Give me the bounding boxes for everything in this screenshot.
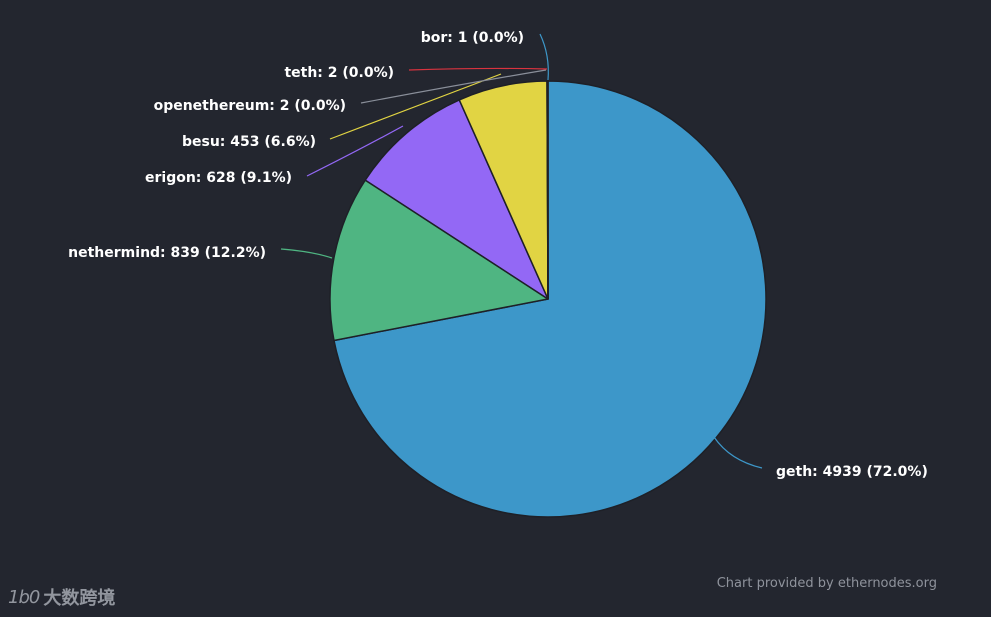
label-leader-lines bbox=[280, 33, 763, 469]
pie-slices bbox=[329, 80, 767, 518]
pie-slice-geth[interactable] bbox=[333, 80, 767, 518]
leader-line-bor bbox=[539, 33, 549, 81]
chart-credit[interactable]: Chart provided by ethernodes.org bbox=[716, 576, 937, 591]
pie-slice-erigon[interactable] bbox=[364, 99, 549, 300]
slice-label-erigon: erigon: 628 (9.1%) bbox=[145, 170, 292, 186]
leader-line-geth bbox=[713, 436, 763, 469]
slice-label-openethereum: openethereum: 2 (0.0%) bbox=[154, 98, 346, 114]
slice-label-nethermind: nethermind: 839 (12.2%) bbox=[68, 245, 266, 261]
slice-label-bor: bor: 1 (0.0%) bbox=[421, 30, 524, 46]
slice-label-besu: besu: 453 (6.6%) bbox=[182, 134, 316, 150]
slice-labels: geth: 4939 (72.0%) nethermind: 839 (12.2%… bbox=[68, 30, 928, 480]
leader-line-openethereum bbox=[360, 69, 547, 104]
watermark-logo: 1b0 bbox=[8, 586, 40, 608]
leader-line-nethermind bbox=[280, 248, 333, 259]
pie-slice-nethermind[interactable] bbox=[329, 179, 549, 342]
watermark: 1b0 大数跨境 bbox=[8, 584, 115, 610]
leader-line-teth bbox=[408, 67, 548, 71]
slice-label-teth: teth: 2 (0.0%) bbox=[284, 65, 394, 81]
watermark-text: 大数跨境 bbox=[43, 588, 116, 609]
slice-label-geth: geth: 4939 (72.0%) bbox=[776, 464, 928, 480]
leader-line-erigon bbox=[306, 125, 404, 177]
